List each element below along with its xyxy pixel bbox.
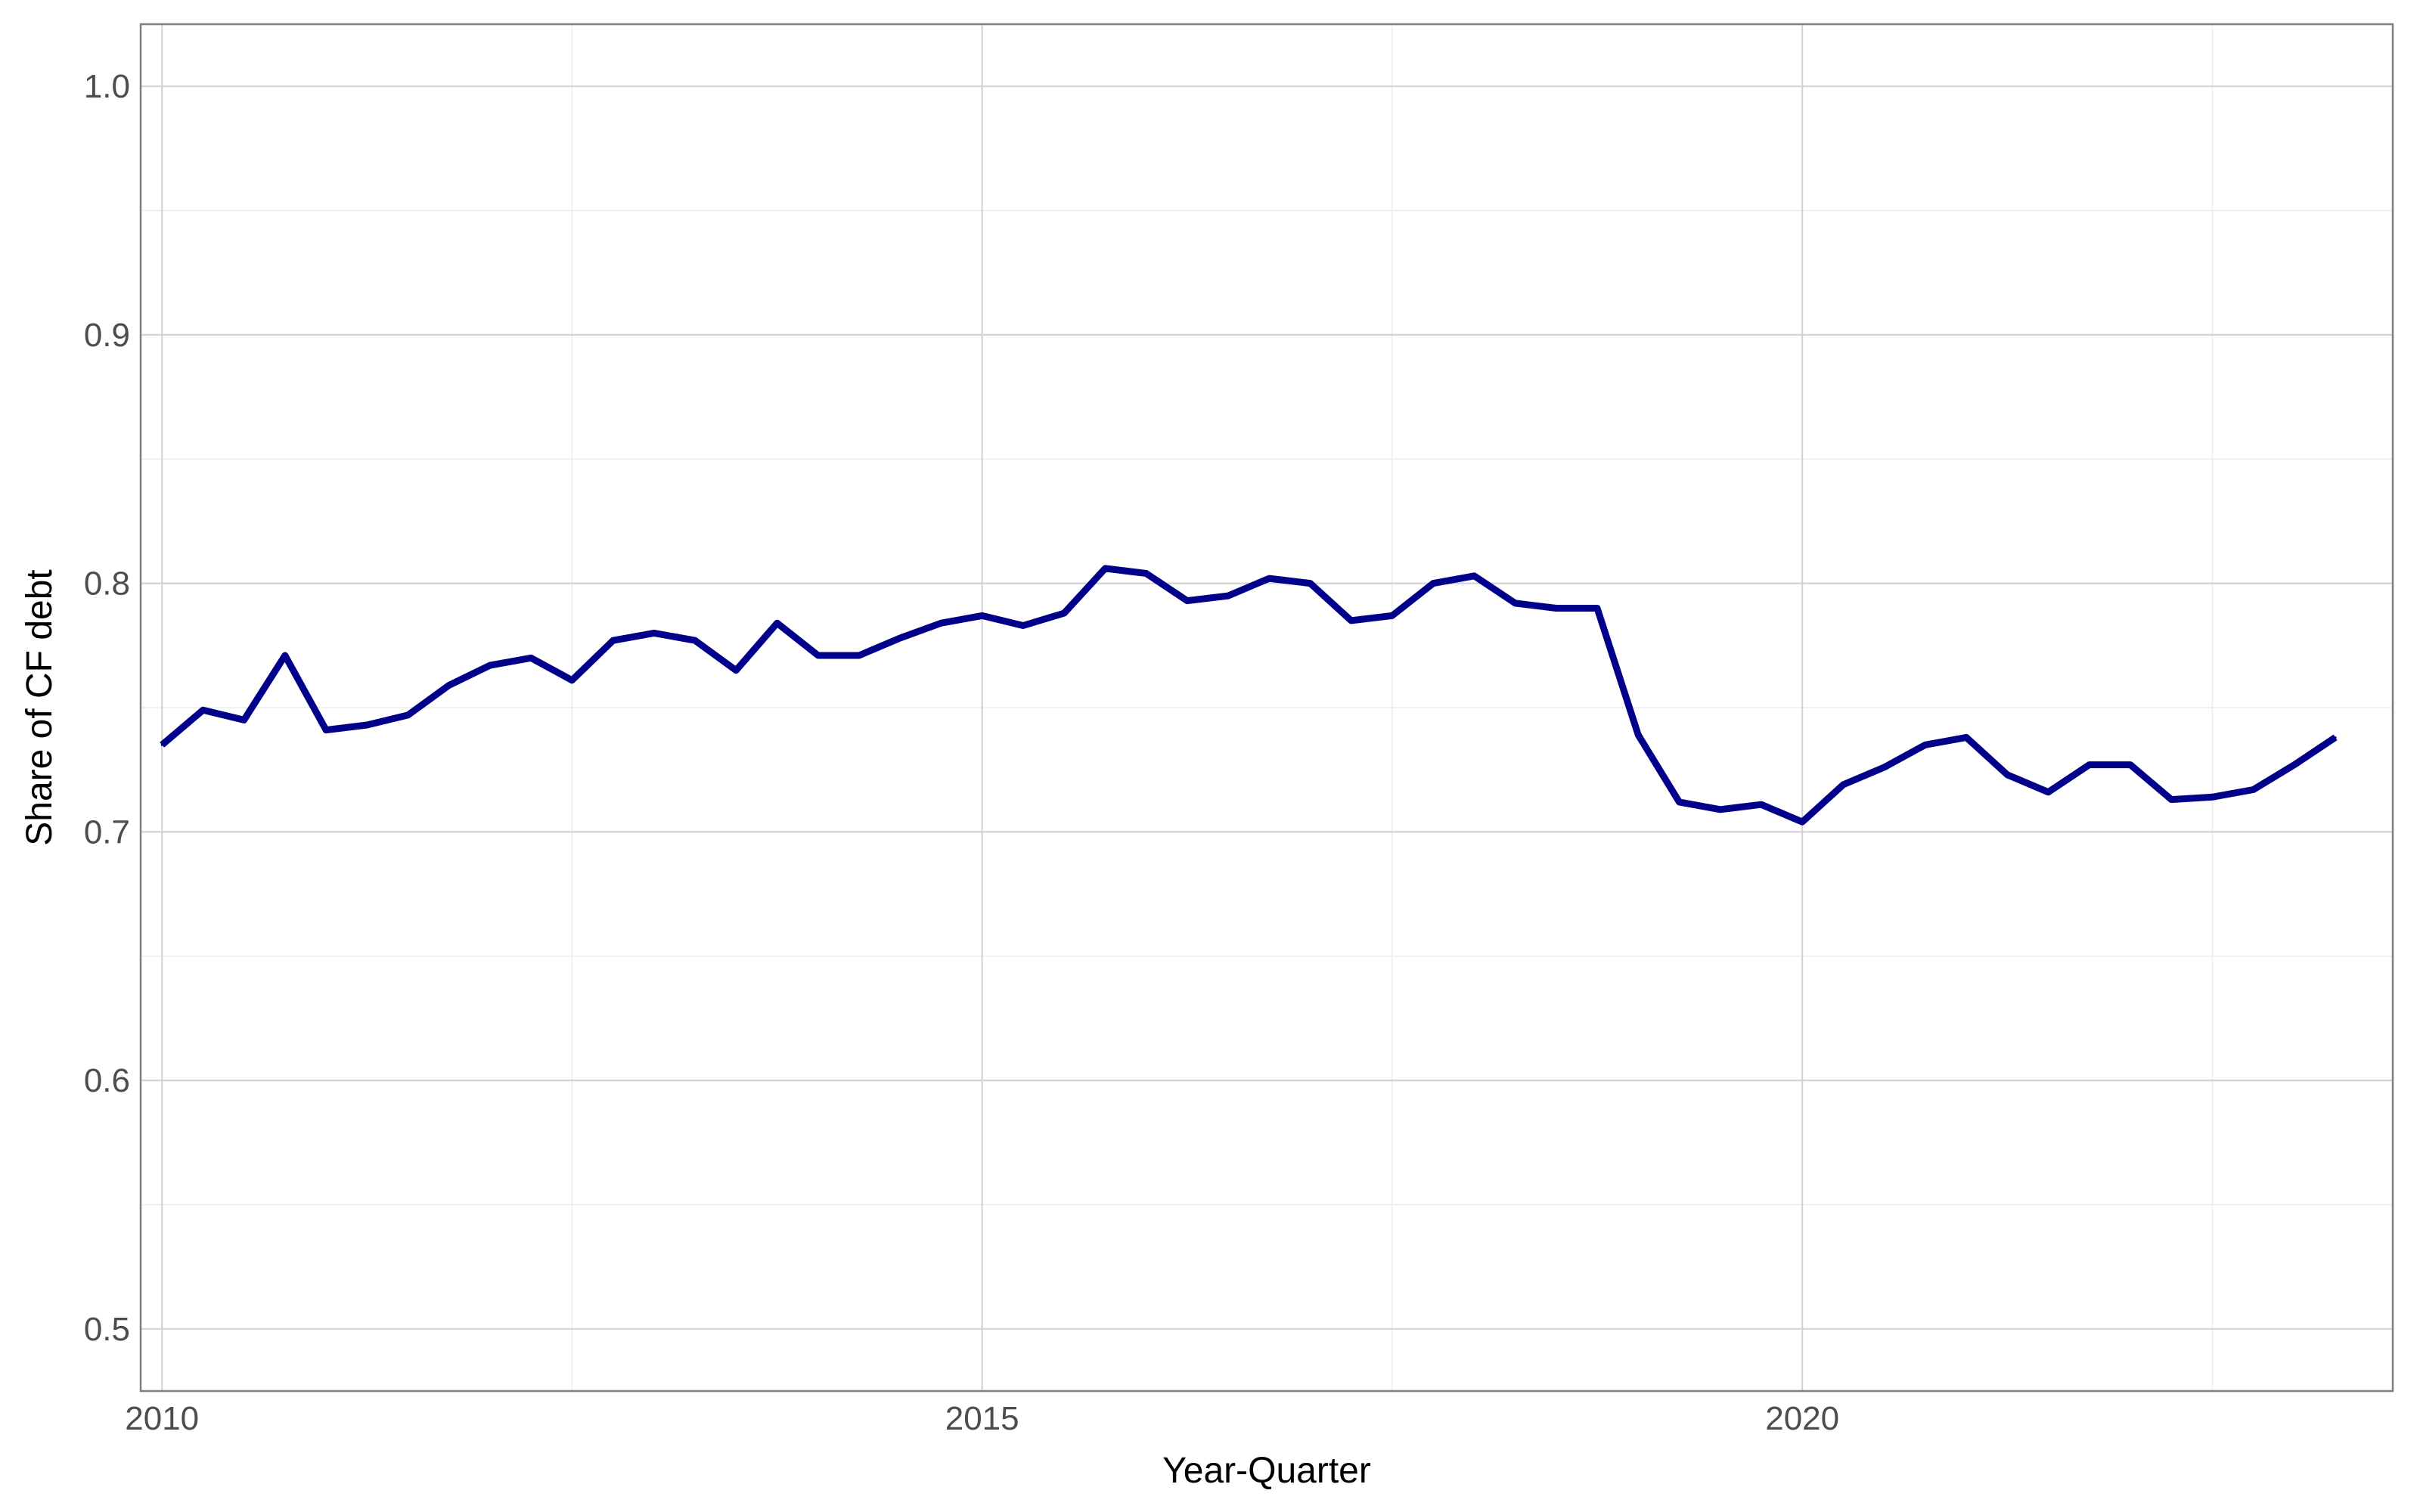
- x-axis-title: Year-Quarter: [1162, 1451, 1371, 1491]
- data-point: [1514, 602, 1517, 605]
- data-point: [1965, 736, 1968, 739]
- data-point: [2047, 791, 2050, 794]
- data-point: [1555, 607, 1558, 610]
- data-point: [243, 718, 246, 721]
- data-point: [365, 723, 368, 727]
- data-point: [570, 679, 573, 682]
- series-layer: [160, 565, 2338, 826]
- y-tick-label: 0.9: [84, 317, 130, 354]
- series-line: [160, 565, 2338, 826]
- data-point: [1145, 572, 1148, 575]
- y-tick-labels: 0.5 0.6 0.7 0.8 0.9 1.0: [84, 68, 130, 1348]
- data-point: [1760, 803, 1763, 806]
- data-point: [817, 654, 820, 657]
- y-tick-label: 0.5: [84, 1311, 130, 1348]
- data-point: [898, 637, 901, 640]
- data-point: [2088, 764, 2091, 767]
- data-point: [1637, 733, 1640, 736]
- data-point: [1350, 619, 1353, 622]
- data-point: [2293, 764, 2296, 767]
- data-point: [2006, 773, 2009, 776]
- y-tick-label: 1.0: [84, 68, 130, 105]
- data-point: [448, 683, 451, 686]
- data-point: [284, 654, 287, 657]
- data-point: [324, 729, 327, 732]
- data-point: [1883, 766, 1886, 769]
- panel-border: [139, 23, 2394, 1393]
- y-tick-label: 0.7: [84, 813, 130, 850]
- y-tick-label: 0.6: [84, 1062, 130, 1099]
- minor-gridlines: [141, 24, 2393, 1391]
- data-point: [1103, 567, 1106, 570]
- y-tick-label: 0.8: [84, 565, 130, 603]
- data-point: [1267, 577, 1270, 580]
- data-point: [2211, 795, 2214, 798]
- data-point: [1801, 820, 1804, 823]
- data-point: [1186, 600, 1189, 603]
- data-point: [858, 654, 861, 657]
- data-point: [1924, 743, 1927, 746]
- data-point: [1308, 582, 1311, 585]
- data-point: [1022, 624, 1025, 627]
- data-point: [407, 714, 410, 717]
- data-point: [939, 621, 942, 624]
- data-point: [1677, 801, 1680, 804]
- data-point: [1391, 614, 1394, 617]
- data-point: [489, 664, 492, 667]
- x-tick-label: 2010: [125, 1400, 199, 1437]
- data-point: [1063, 612, 1066, 615]
- data-point: [201, 708, 204, 711]
- data-point: [1596, 607, 1599, 610]
- data-point: [734, 669, 737, 672]
- data-point: [612, 639, 615, 642]
- x-tick-labels: 2010 2015 2020: [125, 1400, 1839, 1437]
- major-gridlines: [141, 24, 2393, 1391]
- data-point: [776, 621, 779, 624]
- x-tick-label: 2015: [945, 1400, 1019, 1437]
- y-axis-title: Share of CF debt: [20, 569, 60, 846]
- data-point: [693, 639, 697, 642]
- data-point: [2334, 736, 2337, 739]
- data-point: [2252, 788, 2255, 791]
- data-point: [2129, 764, 2132, 767]
- data-point: [653, 631, 656, 634]
- data-point: [529, 656, 532, 659]
- data-point: [160, 743, 163, 746]
- data-point: [1841, 783, 1844, 786]
- data-point: [2170, 798, 2173, 801]
- data-point: [1227, 594, 1230, 597]
- data-point: [981, 614, 984, 617]
- x-tick-label: 2020: [1765, 1400, 1839, 1437]
- data-point: [1472, 575, 1475, 578]
- data-point: [1432, 582, 1435, 585]
- data-point: [1719, 808, 1722, 811]
